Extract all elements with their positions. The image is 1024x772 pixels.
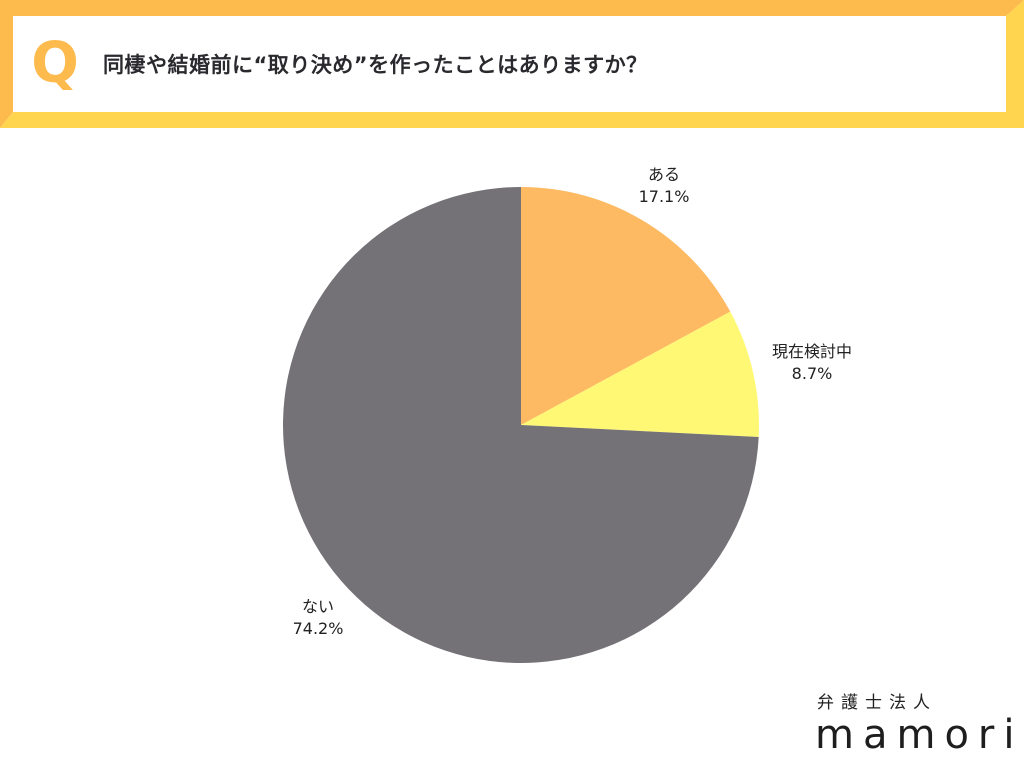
question-frame: Q 同棲や結婚前に“取り決め”を作ったことはありますか？ <box>0 0 1024 128</box>
slice-nai <box>283 187 759 663</box>
mamori-logo: 弁護士法人 mamori <box>815 688 1024 758</box>
label-nai: ない 74.2% <box>278 596 358 640</box>
logo-subtitle: 弁護士法人 <box>817 693 937 713</box>
question-title: 同棲や結婚前に“取り決め”を作ったことはありますか？ <box>103 53 648 77</box>
question-box: Q 同棲や結婚前に“取り決め”を作ったことはありますか？ <box>13 16 1006 112</box>
slice-aru <box>521 187 731 425</box>
pie-chart: ある 17.1% 現在検討中 8.7% ない 74.2% <box>0 128 1024 768</box>
logo-name: mamori <box>815 712 1024 758</box>
label-kentou-value: 8.7% <box>791 364 833 383</box>
pie-chart-svg <box>283 187 760 663</box>
label-aru: ある 17.1% <box>624 164 704 208</box>
label-nai-name: ない <box>301 597 334 616</box>
label-nai-value: 74.2% <box>292 619 344 638</box>
label-aru-value: 17.1% <box>638 187 690 206</box>
q-icon: Q <box>31 31 79 96</box>
frame-border <box>0 0 1024 128</box>
label-aru-name: ある <box>647 165 680 184</box>
label-kentou-name: 現在検討中 <box>771 342 852 361</box>
label-kentou: 現在検討中 8.7% <box>760 341 864 385</box>
slice-kentou <box>521 311 760 437</box>
